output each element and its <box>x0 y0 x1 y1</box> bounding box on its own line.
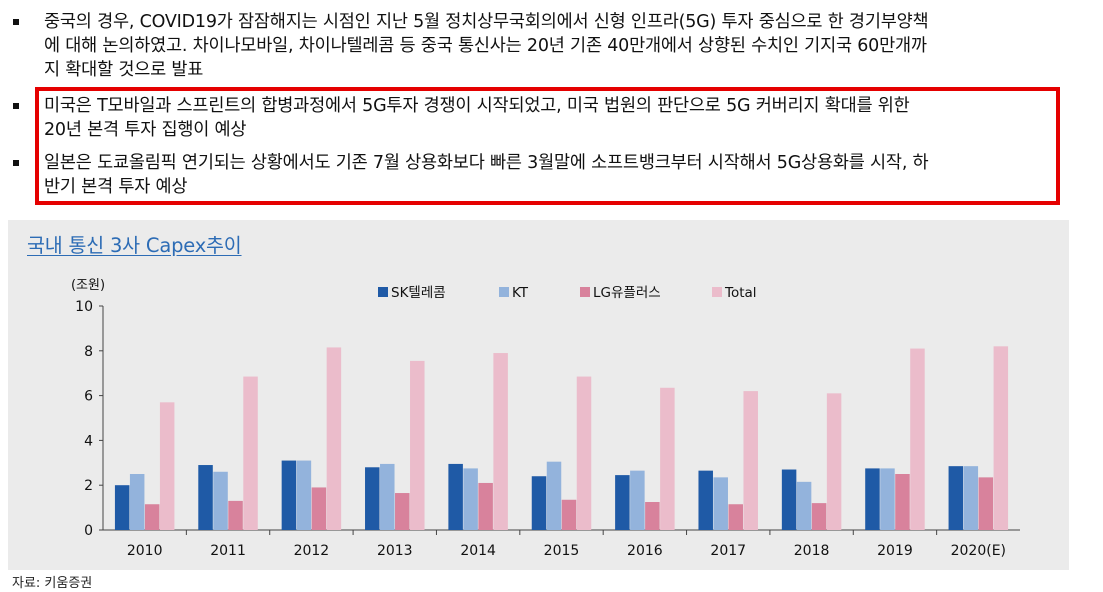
bar-LG유플러스-2012 <box>311 487 327 530</box>
bar-SK텔레콤-2011 <box>198 465 213 530</box>
bullet-text: 일본은 도쿄올림픽 연기되는 상황에서도 기존 7월 상용화보다 빠른 3월말에… <box>44 153 929 197</box>
bar-KT-2017 <box>713 477 728 530</box>
bar-SK텔레콤-2019 <box>865 468 880 530</box>
legend-label-Total: Total <box>724 285 757 301</box>
legend-swatch-SK텔레콤 <box>378 287 388 297</box>
x-tick-label: 2012 <box>294 543 330 559</box>
bar-KT-2011 <box>213 471 228 530</box>
x-tick-label: 2015 <box>544 543 580 559</box>
bar-LG유플러스-2015 <box>561 499 577 530</box>
bar-Total-2016 <box>660 387 675 530</box>
bar-KT-2012 <box>296 460 312 530</box>
x-tick-label: 2016 <box>627 543 663 559</box>
y-tick-label: 4 <box>84 433 93 449</box>
bar-Total-2012 <box>326 347 342 530</box>
bar-KT-2019 <box>880 468 895 530</box>
bar-LG유플러스-2020(E) <box>978 477 994 530</box>
bar-LG유플러스-2011 <box>228 500 243 530</box>
highlight-box <box>35 87 1060 205</box>
y-tick-label: 0 <box>84 523 93 539</box>
bar-LG유플러스-2018 <box>811 503 827 530</box>
bullet-marker-icon <box>13 160 19 166</box>
bar-LG유플러스-2017 <box>728 504 743 530</box>
bar-Total-2013 <box>410 360 425 530</box>
bar-SK텔레콤-2018 <box>781 469 797 530</box>
bar-KT-2016 <box>630 470 645 530</box>
bar-KT-2010 <box>129 474 145 530</box>
bar-Total-2017 <box>743 391 758 530</box>
y-tick-label: 6 <box>84 389 93 405</box>
y-axis-label: (조원) <box>71 278 105 293</box>
legend-swatch-KT <box>499 287 509 297</box>
bar-SK텔레콤-2013 <box>365 467 380 530</box>
bar-LG유플러스-2016 <box>645 502 660 530</box>
bar-SK텔레콤-2014 <box>448 463 463 530</box>
y-tick-label: 2 <box>84 478 93 494</box>
bar-SK텔레콤-2017 <box>698 470 713 530</box>
bar-Total-2019 <box>910 348 925 530</box>
bullet-marker-icon <box>13 103 19 109</box>
x-tick-label: 2010 <box>127 543 163 559</box>
y-tick-label: 8 <box>84 344 93 360</box>
bar-SK텔레콤-2012 <box>281 460 297 530</box>
bar-KT-2020(E) <box>963 466 979 530</box>
legend-swatch-LG유플러스 <box>580 287 590 297</box>
x-tick-label: 2020(E) <box>951 543 1006 559</box>
bar-Total-2015 <box>576 376 592 530</box>
legend-label-KT: KT <box>512 285 529 301</box>
x-tick-label: 2018 <box>794 543 830 559</box>
chart-title: 국내 통신 3사 Capex추이 <box>27 234 242 257</box>
source-note: 자료: 키움증권 <box>12 576 93 591</box>
legend-swatch-Total <box>712 287 722 297</box>
y-tick-label: 10 <box>75 299 93 315</box>
bar-LG유플러스-2019 <box>895 474 910 530</box>
bar-SK텔레콤-2010 <box>114 485 130 530</box>
bar-LG유플러스-2010 <box>144 504 160 530</box>
bar-KT-2015 <box>546 461 562 530</box>
bar-Total-2020(E) <box>993 346 1009 530</box>
bullet-text: 미국은 T모바일과 스프린트의 합병과정에서 5G투자 경쟁이 시작되었고, 미… <box>44 96 910 140</box>
bar-Total-2014 <box>493 353 508 530</box>
bar-SK텔레콤-2015 <box>531 476 547 530</box>
bar-Total-2018 <box>826 393 842 530</box>
x-tick-label: 2011 <box>210 543 246 559</box>
x-tick-label: 2014 <box>460 543 496 559</box>
bar-Total-2010 <box>159 402 175 530</box>
bar-KT-2018 <box>796 481 812 530</box>
bar-KT-2014 <box>463 468 478 530</box>
x-tick-label: 2013 <box>377 543 413 559</box>
bar-SK텔레콤-2016 <box>615 475 630 530</box>
legend-label-LG유플러스: LG유플러스 <box>593 285 661 301</box>
bar-Total-2011 <box>243 376 258 530</box>
legend-label-SK텔레콤: SK텔레콤 <box>391 285 446 301</box>
bullet-text: 중국의 경우, COVID19가 잠잠해지는 시점인 지난 5월 정치상무국회의… <box>44 12 929 80</box>
bar-SK텔레콤-2020(E) <box>948 466 964 530</box>
bar-KT-2013 <box>380 463 395 530</box>
x-tick-label: 2019 <box>877 543 913 559</box>
bullet-marker-icon <box>13 19 19 25</box>
x-tick-label: 2017 <box>710 543 746 559</box>
bar-LG유플러스-2013 <box>395 493 410 530</box>
bar-LG유플러스-2014 <box>478 482 493 530</box>
